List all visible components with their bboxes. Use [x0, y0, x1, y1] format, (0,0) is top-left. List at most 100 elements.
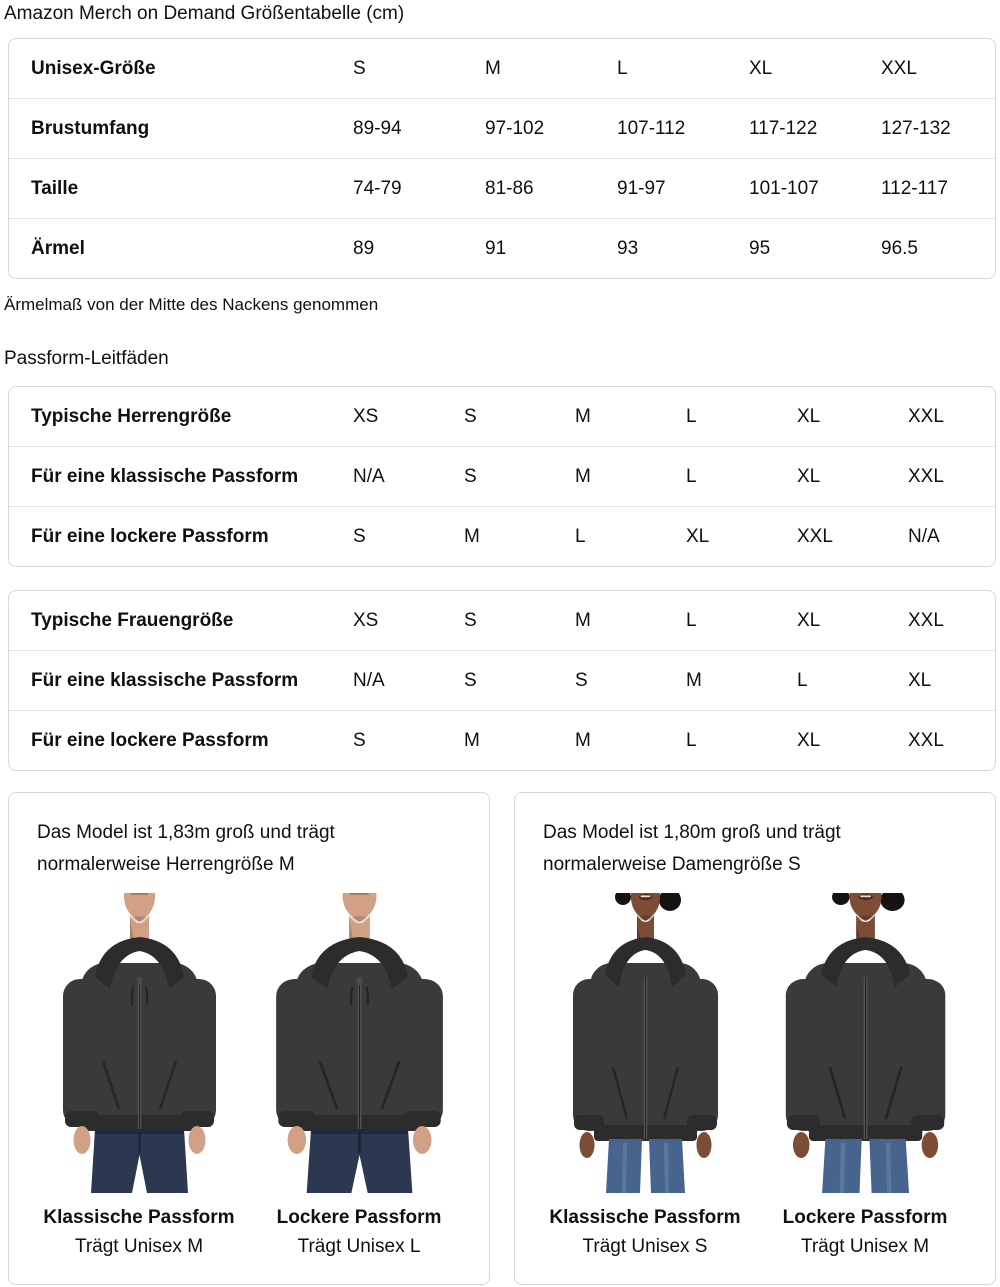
row-label: Für eine klassische Passform	[31, 465, 299, 487]
size-cell: S	[353, 729, 366, 751]
measure-cell: 74-79	[353, 177, 402, 199]
size-worn-label: Trägt Unisex M	[74, 1236, 204, 1257]
mens-fit-table: Typische Herrengröße XS S M L XL XXL Für…	[8, 386, 996, 567]
size-column-header: XL	[749, 57, 773, 79]
size-cell: M	[464, 525, 480, 547]
size-column-header: M	[575, 609, 591, 631]
measure-cell: 101-107	[749, 177, 819, 199]
size-column-header: XL	[797, 609, 821, 631]
size-cell: XL	[686, 525, 710, 547]
measure-cell: 112-117	[881, 177, 948, 199]
size-column-header: XL	[797, 405, 821, 427]
size-column-header: S	[464, 405, 477, 427]
size-cell: M	[575, 465, 591, 487]
table-row: Für eine lockere Passform S M L XL XXL N…	[9, 506, 995, 566]
size-cell: XL	[797, 729, 821, 751]
size-cell: M	[575, 729, 591, 751]
table-row: Brustumfang 89-94 97-102 107-112 117-122…	[9, 98, 995, 158]
loose-fit-figure: Lockere Passform Trägt Unisex M	[755, 893, 975, 1258]
measure-cell: 107-112	[617, 117, 686, 139]
size-cell: XXL	[908, 729, 944, 751]
row-label: Brustumfang	[31, 117, 150, 139]
size-worn-label: Trägt Unisex L	[297, 1236, 421, 1257]
loose-fit-figure: Lockere Passform Trägt Unisex L	[249, 893, 469, 1258]
measure-cell: 91-97	[617, 177, 666, 199]
sleeve-measure-note: Ärmelmaß von der Mitte des Nackens genom…	[4, 295, 379, 314]
model-photo-female-classic	[542, 893, 748, 1193]
size-cell: XL	[797, 465, 821, 487]
size-cell: L	[686, 729, 697, 751]
table-header-row: Typische Herrengröße XS S M L XL XXL	[9, 387, 995, 446]
page-title: Amazon Merch on Demand Größentabelle (cm…	[4, 3, 405, 24]
classic-fit-figure: Klassische Passform Trägt Unisex M	[29, 893, 249, 1258]
size-cell: S	[575, 669, 588, 691]
model-cards-row: Das Model ist 1,83m groß und trägt norma…	[8, 792, 996, 1285]
unisex-size-table: Unisex-Größe S M L XL XXL Brustumfang 89…	[8, 38, 996, 279]
row-label: Typische Frauengröße	[31, 609, 234, 631]
size-cell: XL	[908, 669, 932, 691]
size-cell: N/A	[353, 669, 385, 691]
size-cell: N/A	[353, 465, 385, 487]
size-cell: L	[797, 669, 808, 691]
size-column-header: S	[464, 609, 477, 631]
table-row: Für eine lockere Passform S M M L XL XXL	[9, 710, 995, 770]
measure-cell: 95	[749, 237, 771, 259]
size-cell: XXL	[797, 525, 833, 547]
size-column-header: XXL	[908, 405, 944, 427]
model-photo-female-loose	[762, 893, 968, 1193]
female-model-card: Das Model ist 1,80m groß und trägt norma…	[514, 792, 996, 1285]
size-column-header: XXL	[881, 57, 917, 79]
size-column-header: XXL	[908, 609, 944, 631]
size-cell: L	[575, 525, 586, 547]
model-description: Das Model ist 1,83m groß und trägt norma…	[37, 822, 335, 875]
measure-cell: 89	[353, 237, 375, 259]
size-cell: S	[353, 525, 366, 547]
size-cell: M	[686, 669, 702, 691]
size-worn-label: Trägt Unisex M	[800, 1236, 930, 1257]
fit-label: Klassische Passform	[549, 1207, 741, 1228]
row-label: Für eine lockere Passform	[31, 525, 269, 547]
fit-label: Klassische Passform	[43, 1207, 235, 1228]
size-cell: N/A	[908, 525, 940, 547]
row-label: Für eine lockere Passform	[31, 729, 269, 751]
measure-cell: 127-132	[881, 117, 951, 139]
row-label: Für eine klassische Passform	[31, 669, 299, 691]
size-column-header: M	[575, 405, 591, 427]
model-photo-male-classic	[36, 893, 242, 1193]
measure-cell: 93	[617, 237, 639, 259]
row-label: Taille	[31, 177, 79, 199]
row-label: Typische Herrengröße	[31, 405, 232, 427]
size-column-header: L	[686, 609, 697, 631]
measure-cell: 91	[485, 237, 507, 259]
size-cell: M	[464, 729, 480, 751]
measure-cell: 81-86	[485, 177, 534, 199]
model-description: Das Model ist 1,80m groß und trägt norma…	[543, 822, 841, 875]
size-column-header: M	[485, 57, 501, 79]
table-row: Taille 74-79 81-86 91-97 101-107 112-117	[9, 158, 995, 218]
model-figures: Klassische Passform Trägt Unisex M Locke…	[29, 893, 469, 1258]
measure-cell: 117-122	[749, 117, 818, 139]
row-label: Ärmel	[31, 237, 85, 259]
fit-label: Lockere Passform	[782, 1207, 948, 1228]
size-column-header: S	[353, 57, 366, 79]
size-column-header: L	[686, 405, 697, 427]
model-photo-male-loose	[256, 893, 462, 1193]
measure-cell: 96.5	[881, 237, 918, 259]
table-row: Ärmel 89 91 93 95 96.5	[9, 218, 995, 278]
size-worn-label: Trägt Unisex S	[582, 1236, 708, 1257]
table-row: Für eine klassische Passform N/A S M L X…	[9, 446, 995, 506]
model-figures: Klassische Passform Trägt Unisex S Locke…	[535, 893, 975, 1258]
size-cell: S	[464, 669, 477, 691]
classic-fit-figure: Klassische Passform Trägt Unisex S	[535, 893, 755, 1258]
size-cell: S	[464, 465, 477, 487]
size-cell: XXL	[908, 465, 944, 487]
table-row: Für eine klassische Passform N/A S S M L…	[9, 650, 995, 710]
size-column-header: L	[617, 57, 628, 79]
male-model-card: Das Model ist 1,83m groß und trägt norma…	[8, 792, 490, 1285]
measure-cell: 89-94	[353, 117, 402, 139]
womens-fit-table: Typische Frauengröße XS S M L XL XXL Für…	[8, 590, 996, 771]
measure-cell: 97-102	[485, 117, 545, 139]
fit-guides-heading: Passform-Leitfäden	[4, 348, 169, 369]
table-header-row: Unisex-Größe S M L XL XXL	[9, 39, 995, 98]
